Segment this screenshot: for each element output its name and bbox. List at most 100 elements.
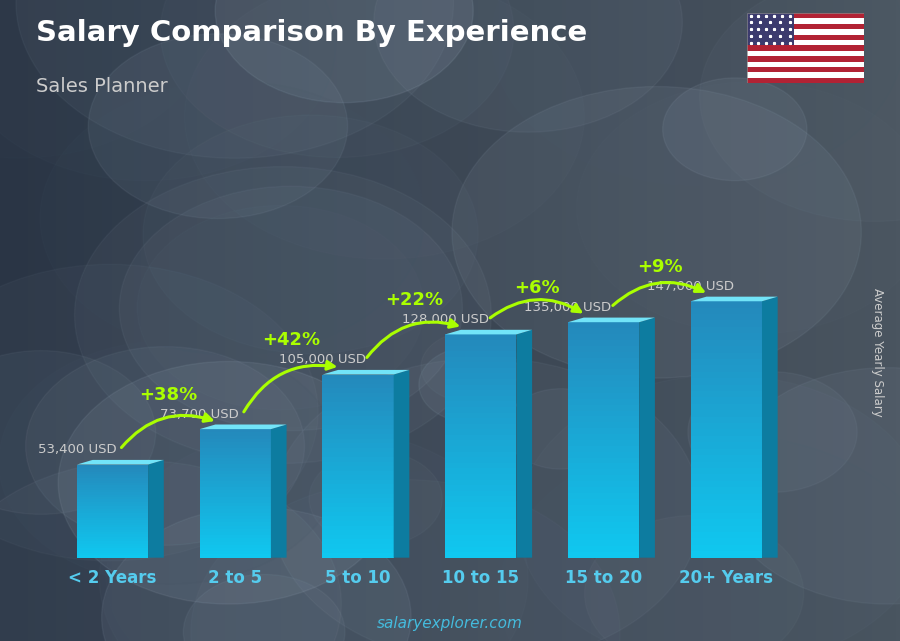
Polygon shape	[200, 429, 271, 432]
Polygon shape	[691, 513, 762, 519]
Polygon shape	[76, 511, 148, 513]
Circle shape	[309, 451, 442, 546]
Polygon shape	[200, 487, 271, 490]
Polygon shape	[76, 492, 148, 495]
Polygon shape	[446, 340, 517, 345]
Polygon shape	[762, 297, 778, 558]
Polygon shape	[568, 317, 655, 322]
Polygon shape	[76, 555, 148, 558]
Polygon shape	[691, 397, 762, 404]
Polygon shape	[200, 551, 271, 554]
Polygon shape	[76, 553, 148, 555]
Polygon shape	[200, 532, 271, 535]
Polygon shape	[691, 391, 762, 397]
Text: 105,000 USD: 105,000 USD	[279, 353, 366, 366]
Polygon shape	[446, 508, 517, 513]
Polygon shape	[568, 422, 639, 428]
Polygon shape	[568, 322, 639, 328]
Polygon shape	[322, 434, 393, 438]
Polygon shape	[200, 424, 286, 429]
Polygon shape	[76, 513, 148, 516]
Polygon shape	[322, 384, 393, 388]
Polygon shape	[691, 494, 762, 500]
Polygon shape	[200, 490, 271, 494]
Circle shape	[452, 87, 861, 378]
Polygon shape	[322, 420, 393, 425]
Polygon shape	[322, 406, 393, 411]
Polygon shape	[200, 452, 271, 455]
Polygon shape	[568, 404, 639, 410]
Polygon shape	[200, 458, 271, 462]
Bar	[747, 62, 864, 67]
Polygon shape	[322, 480, 393, 485]
Polygon shape	[446, 541, 517, 547]
Polygon shape	[446, 335, 517, 340]
Bar	[747, 56, 864, 62]
Polygon shape	[568, 452, 639, 458]
Polygon shape	[446, 524, 517, 529]
Text: +38%: +38%	[140, 386, 198, 404]
Text: +22%: +22%	[385, 291, 443, 310]
Polygon shape	[200, 471, 271, 474]
Polygon shape	[446, 357, 517, 362]
Polygon shape	[691, 327, 762, 333]
Polygon shape	[691, 423, 762, 429]
Polygon shape	[446, 362, 517, 368]
Circle shape	[106, 458, 442, 641]
Polygon shape	[446, 345, 517, 351]
Circle shape	[271, 358, 700, 641]
Polygon shape	[200, 432, 271, 435]
Polygon shape	[200, 542, 271, 545]
Polygon shape	[322, 397, 393, 402]
Polygon shape	[446, 446, 517, 452]
Polygon shape	[568, 440, 639, 446]
Polygon shape	[568, 345, 639, 352]
Polygon shape	[691, 320, 762, 327]
Polygon shape	[200, 462, 271, 465]
Polygon shape	[76, 485, 148, 488]
Polygon shape	[76, 481, 148, 483]
Polygon shape	[200, 535, 271, 538]
Text: +42%: +42%	[262, 331, 320, 349]
Polygon shape	[446, 547, 517, 552]
Circle shape	[16, 0, 454, 158]
Polygon shape	[200, 497, 271, 500]
Polygon shape	[568, 328, 639, 334]
Polygon shape	[322, 475, 393, 480]
Circle shape	[505, 388, 617, 469]
Polygon shape	[568, 446, 639, 452]
Polygon shape	[322, 470, 393, 475]
Polygon shape	[691, 372, 762, 378]
Circle shape	[0, 461, 341, 641]
Polygon shape	[691, 340, 762, 346]
Polygon shape	[691, 417, 762, 423]
Polygon shape	[200, 519, 271, 522]
Polygon shape	[76, 465, 148, 467]
Polygon shape	[322, 457, 393, 462]
Polygon shape	[200, 538, 271, 542]
Polygon shape	[322, 526, 393, 530]
Polygon shape	[446, 529, 517, 535]
Polygon shape	[691, 506, 762, 513]
Polygon shape	[446, 435, 517, 440]
Circle shape	[699, 0, 900, 221]
Polygon shape	[568, 434, 639, 440]
Text: +6%: +6%	[514, 279, 560, 297]
Circle shape	[0, 0, 336, 181]
Polygon shape	[322, 535, 393, 539]
Polygon shape	[446, 440, 517, 446]
Circle shape	[58, 362, 399, 604]
Polygon shape	[568, 393, 639, 399]
Polygon shape	[76, 506, 148, 509]
Polygon shape	[200, 484, 271, 487]
Bar	[747, 46, 864, 51]
Polygon shape	[691, 468, 762, 474]
Polygon shape	[568, 481, 639, 487]
Polygon shape	[322, 512, 393, 517]
Circle shape	[40, 81, 424, 354]
Text: 128,000 USD: 128,000 USD	[401, 313, 489, 326]
Polygon shape	[200, 510, 271, 513]
Circle shape	[75, 167, 491, 463]
Polygon shape	[691, 551, 762, 558]
Circle shape	[721, 368, 900, 604]
